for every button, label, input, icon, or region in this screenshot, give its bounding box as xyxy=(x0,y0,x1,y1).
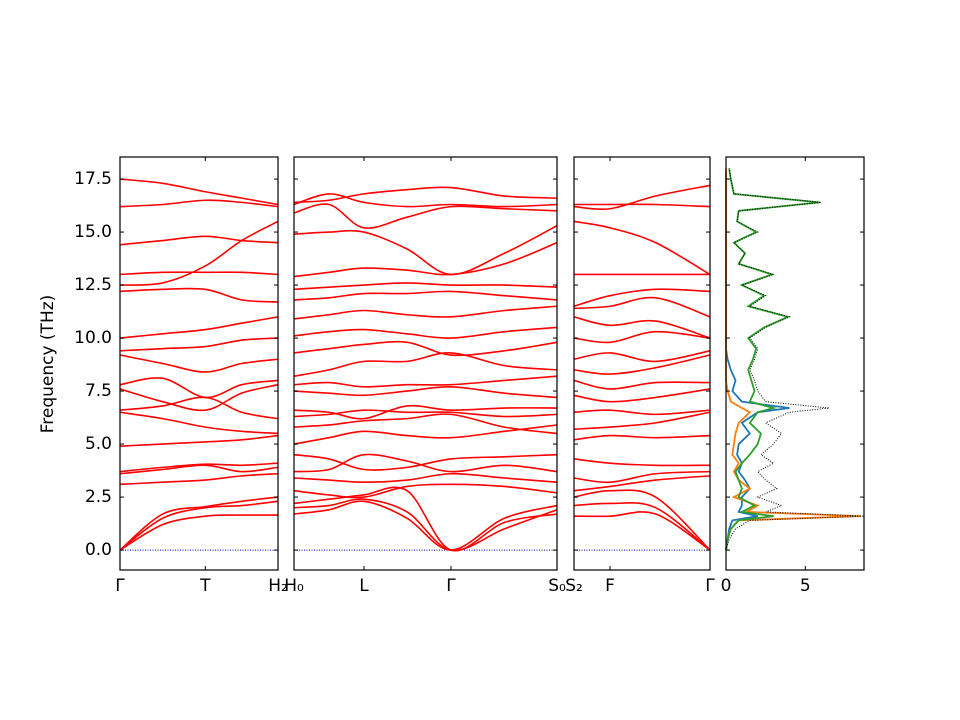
band xyxy=(119,199,279,208)
band xyxy=(293,224,558,276)
band xyxy=(293,305,558,320)
band xyxy=(293,282,558,291)
band xyxy=(119,496,279,551)
band xyxy=(293,340,558,357)
x-tick-label: 5 xyxy=(800,576,811,596)
band xyxy=(293,500,558,551)
band xyxy=(119,235,279,246)
band xyxy=(573,316,711,339)
band xyxy=(293,326,558,339)
band xyxy=(573,184,711,210)
band xyxy=(573,411,711,431)
band xyxy=(293,290,558,301)
band xyxy=(573,511,711,551)
x-tick-label: 0 xyxy=(721,576,732,596)
band xyxy=(293,386,558,399)
band xyxy=(573,379,711,390)
band xyxy=(573,220,711,276)
y-tick-label: 10.0 xyxy=(74,328,112,348)
band xyxy=(293,453,558,473)
band xyxy=(119,411,279,435)
band xyxy=(293,193,558,208)
x-tick-label: L xyxy=(359,576,369,596)
band xyxy=(573,470,711,484)
y-tick-label: 17.5 xyxy=(74,169,112,189)
band xyxy=(119,354,279,373)
band xyxy=(573,434,711,441)
band xyxy=(293,203,558,229)
x-tick-label: H₀ xyxy=(284,576,304,596)
band xyxy=(293,413,558,435)
band xyxy=(119,514,279,551)
y-tick-label: 15.0 xyxy=(74,222,112,242)
band xyxy=(119,220,279,286)
y-axis-label: Frequency (THz) xyxy=(38,295,58,434)
y-tick-label: 12.5 xyxy=(74,275,112,295)
band xyxy=(573,203,711,208)
x-tick-label: T xyxy=(199,576,211,596)
band xyxy=(119,464,279,475)
band xyxy=(573,409,711,416)
band xyxy=(293,453,558,471)
band xyxy=(573,489,711,551)
band xyxy=(119,383,279,412)
band xyxy=(293,486,558,552)
x-tick-label: Γ xyxy=(705,576,715,596)
band xyxy=(573,354,711,375)
y-tick-label: 0.0 xyxy=(85,540,112,560)
band xyxy=(119,462,279,473)
y-tick-label: 2.5 xyxy=(85,487,112,507)
band xyxy=(293,375,558,388)
band xyxy=(119,434,279,447)
dos-curve xyxy=(725,168,820,551)
panel-frame xyxy=(119,156,279,571)
x-tick-label: F xyxy=(605,576,615,596)
x-tick-label: H₂ xyxy=(268,576,288,596)
band xyxy=(573,330,711,344)
band xyxy=(119,377,279,399)
band xyxy=(293,241,558,278)
band xyxy=(573,296,711,318)
x-tick-label: Γ xyxy=(115,576,125,596)
band xyxy=(119,337,279,352)
dos-curve xyxy=(725,168,865,551)
band xyxy=(573,458,711,467)
band xyxy=(119,178,279,206)
band xyxy=(293,424,558,445)
band xyxy=(293,186,558,204)
x-tick-label: S₀ xyxy=(548,576,566,596)
band xyxy=(573,349,711,363)
band xyxy=(119,500,279,551)
panel-frame xyxy=(725,156,865,571)
x-tick-label: S₂ xyxy=(565,576,583,596)
band xyxy=(119,271,279,276)
band xyxy=(293,472,558,484)
band xyxy=(293,404,558,420)
band xyxy=(119,472,279,486)
band xyxy=(573,388,711,403)
panel-frame xyxy=(293,156,558,571)
band xyxy=(293,352,558,378)
y-tick-label: 5.0 xyxy=(85,434,112,454)
band xyxy=(119,316,279,339)
panel-frame xyxy=(573,156,711,571)
band xyxy=(573,288,711,308)
band xyxy=(293,409,558,418)
band xyxy=(293,483,558,499)
band xyxy=(573,475,711,492)
band xyxy=(119,287,279,303)
y-tick-label: 7.5 xyxy=(85,381,112,401)
band xyxy=(293,498,558,552)
dos-curve xyxy=(725,168,790,551)
x-tick-label: Γ xyxy=(446,576,456,596)
band xyxy=(573,501,711,551)
